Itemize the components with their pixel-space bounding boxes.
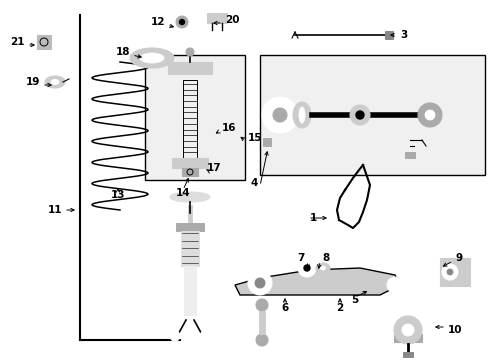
Circle shape <box>254 278 264 288</box>
Circle shape <box>424 110 434 120</box>
Ellipse shape <box>130 48 174 68</box>
Text: 6: 6 <box>281 303 288 313</box>
Circle shape <box>272 108 286 122</box>
Text: 2: 2 <box>336 303 343 313</box>
Circle shape <box>170 331 180 341</box>
Text: 9: 9 <box>454 253 461 263</box>
Bar <box>439 258 469 286</box>
Bar <box>168 62 212 74</box>
Bar <box>37 35 51 49</box>
Text: 19: 19 <box>25 77 40 87</box>
Text: 7: 7 <box>297 253 305 263</box>
Bar <box>206 13 226 23</box>
Circle shape <box>185 48 194 56</box>
Ellipse shape <box>170 192 209 202</box>
Circle shape <box>441 264 457 280</box>
Text: 4: 4 <box>250 178 258 188</box>
Bar <box>182 168 198 176</box>
Ellipse shape <box>298 107 305 123</box>
Circle shape <box>256 334 267 346</box>
Circle shape <box>256 299 267 311</box>
Circle shape <box>262 97 297 133</box>
Circle shape <box>417 103 441 127</box>
Circle shape <box>446 269 452 275</box>
Bar <box>404 152 414 158</box>
Text: 10: 10 <box>447 325 462 335</box>
Circle shape <box>386 277 402 293</box>
Circle shape <box>393 316 421 344</box>
Bar <box>145 55 244 180</box>
Circle shape <box>200 331 209 341</box>
Text: 11: 11 <box>47 205 62 215</box>
Circle shape <box>355 111 363 119</box>
Circle shape <box>176 16 187 28</box>
Bar <box>181 231 199 266</box>
Ellipse shape <box>315 263 329 273</box>
Bar <box>259 311 264 334</box>
Ellipse shape <box>140 53 163 63</box>
Circle shape <box>349 105 369 125</box>
Text: 12: 12 <box>150 17 164 27</box>
Bar <box>183 80 197 162</box>
Circle shape <box>179 19 184 24</box>
Circle shape <box>401 324 413 336</box>
Text: 21: 21 <box>10 37 25 47</box>
Text: 1: 1 <box>309 213 317 223</box>
Bar <box>172 158 207 168</box>
Bar <box>402 352 412 357</box>
Text: 3: 3 <box>399 30 407 40</box>
Text: 15: 15 <box>247 133 262 143</box>
Text: 18: 18 <box>115 47 130 57</box>
Text: 20: 20 <box>224 15 239 25</box>
Ellipse shape <box>51 80 59 85</box>
Bar <box>183 266 196 315</box>
Ellipse shape <box>292 102 310 128</box>
Text: 16: 16 <box>222 123 236 133</box>
Circle shape <box>297 259 315 277</box>
Bar <box>176 223 203 231</box>
Text: 14: 14 <box>175 188 190 198</box>
Text: 5: 5 <box>351 295 358 305</box>
Bar <box>384 31 392 39</box>
Text: 13: 13 <box>110 190 125 200</box>
Bar <box>187 205 192 225</box>
Text: 17: 17 <box>206 163 221 173</box>
Bar <box>263 138 270 146</box>
Circle shape <box>247 271 271 295</box>
Polygon shape <box>235 268 399 295</box>
Ellipse shape <box>320 266 325 270</box>
Bar <box>260 55 484 175</box>
Text: 8: 8 <box>321 253 328 263</box>
Bar <box>393 334 421 342</box>
Circle shape <box>304 265 309 271</box>
Ellipse shape <box>45 76 65 88</box>
